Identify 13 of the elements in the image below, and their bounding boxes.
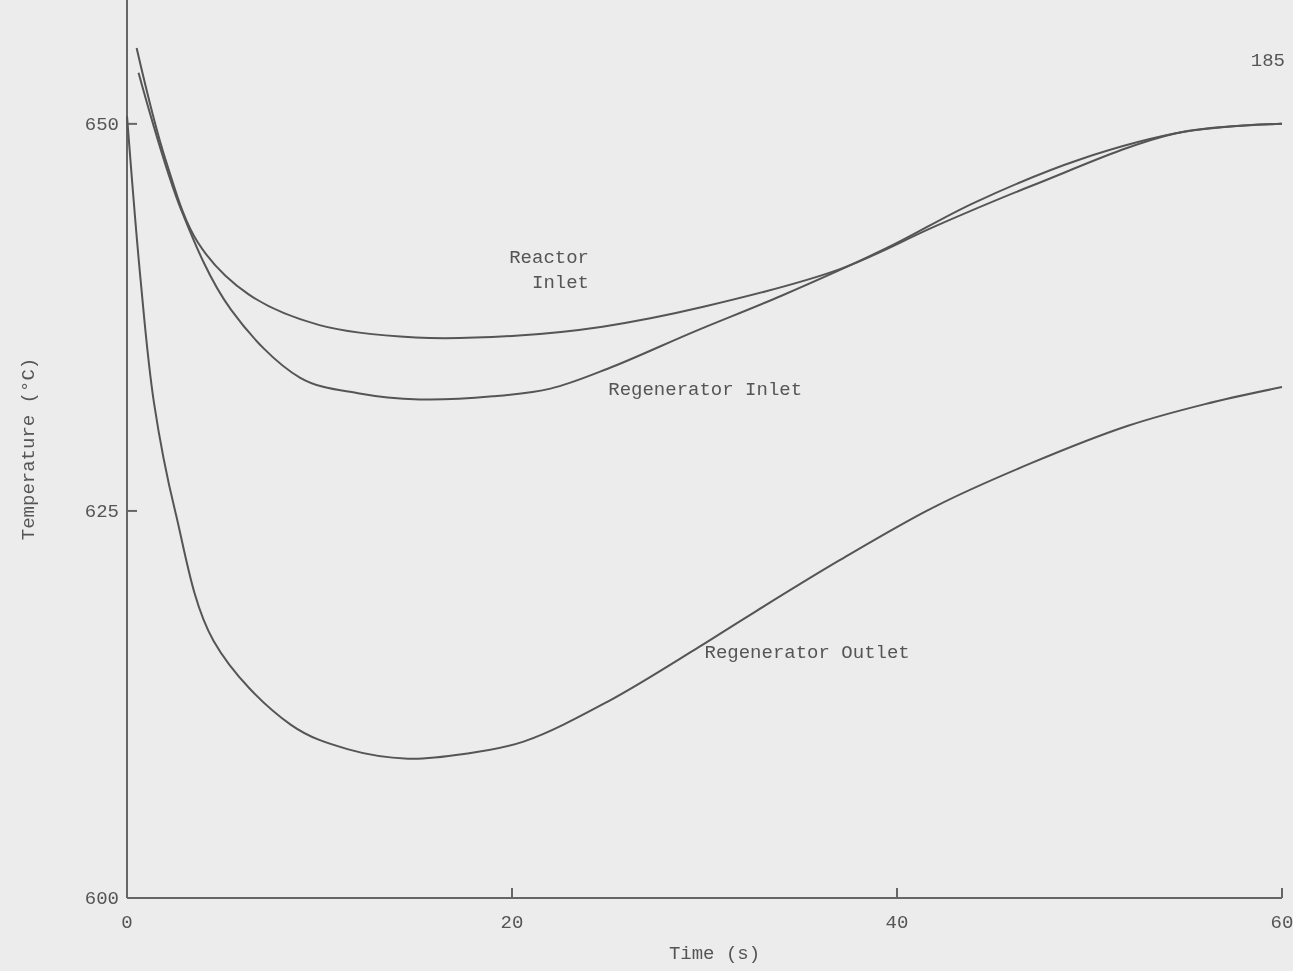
- y-tick-label: 650: [84, 113, 119, 136]
- series-label: Reactor Inlet: [509, 247, 589, 295]
- x-tick-label: 60: [1270, 912, 1293, 934]
- series-label: Regenerator Inlet: [608, 378, 803, 401]
- annotation: 185: [1250, 50, 1285, 72]
- x-tick-label: 40: [885, 912, 909, 934]
- y-tick-label: 600: [84, 888, 119, 910]
- y-tick-label: 625: [84, 500, 119, 523]
- series-label: Regenerator Outlet: [704, 642, 910, 665]
- y-axis-title: Temperature (°C): [18, 357, 40, 541]
- x-tick-label: 0: [121, 912, 133, 934]
- x-axis-title: Time (s): [668, 943, 761, 965]
- x-tick-label: 20: [500, 912, 524, 934]
